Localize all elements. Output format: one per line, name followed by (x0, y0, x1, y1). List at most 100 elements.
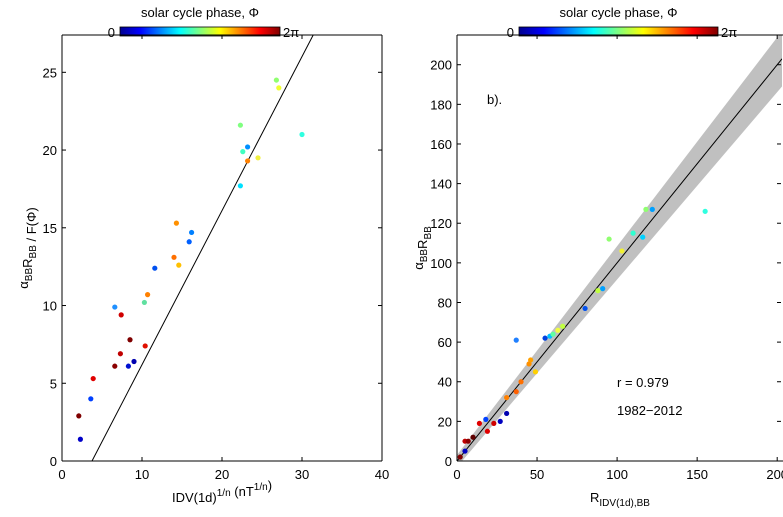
data-point (125, 363, 131, 369)
y-tick-label: 0 (50, 454, 57, 469)
y-tick-label: 120 (430, 216, 452, 231)
y-tick-label: 60 (438, 335, 452, 350)
data-point (640, 234, 646, 240)
annotation: 1982−2012 (617, 403, 682, 418)
data-point (173, 220, 179, 226)
label-part: α (411, 262, 426, 270)
data-point (504, 410, 510, 417)
x-tick-label: 50 (530, 467, 544, 482)
y-tick-label: 180 (430, 97, 452, 112)
y-tick-label: 0 (445, 454, 452, 469)
x-tick-label: 0 (453, 467, 460, 482)
label-part: / F(Φ) (24, 207, 39, 245)
label-part: R (20, 258, 35, 267)
data-point (518, 379, 524, 385)
y-tick-label: 40 (438, 375, 452, 390)
data-point (237, 122, 243, 128)
x-tick-label: 0 (58, 467, 65, 482)
colorbar (518, 26, 719, 37)
data-point (491, 420, 497, 426)
annotation: b). (487, 92, 502, 107)
data-point (273, 77, 279, 83)
data-point (483, 416, 489, 422)
y-axis-label: αBBRBB (411, 226, 434, 270)
data-point (532, 369, 539, 375)
data-point (649, 206, 655, 212)
fit-line (457, 58, 782, 461)
data-point (186, 239, 192, 245)
data-point (245, 158, 251, 164)
subscript: BB (28, 245, 39, 259)
x-axis-label: IDV(1d)1/n (nT1/n) (172, 478, 272, 505)
x-tick-label: 100 (606, 467, 628, 482)
data-point (526, 361, 532, 367)
data-point (90, 375, 96, 382)
data-point (582, 305, 588, 312)
data-point (550, 331, 556, 337)
label-part: R (590, 490, 599, 505)
data-point (171, 254, 177, 260)
plot-area (457, 35, 782, 461)
x-tick-label: 30 (295, 467, 309, 482)
y-tick-label: 15 (43, 221, 57, 236)
colorbar-max-label: 2π (283, 25, 299, 40)
plot-area (76, 35, 314, 461)
data-point (237, 183, 243, 189)
x-tick-label: 150 (686, 467, 708, 482)
data-point (245, 144, 251, 150)
data-point (560, 323, 566, 329)
superscript: 1/n (254, 482, 268, 493)
colorbar-max-label: 2π (721, 25, 737, 40)
fit-line (91, 35, 314, 461)
data-point (299, 131, 305, 138)
data-point (117, 351, 123, 357)
data-point (152, 265, 158, 271)
y-tick-label: 25 (43, 65, 57, 80)
label-part: R (415, 240, 430, 249)
x-tick-label: 200 (766, 467, 783, 482)
y-tick-label: 140 (430, 177, 452, 192)
data-point (484, 428, 491, 434)
data-point (118, 312, 124, 318)
y-tick-label: 5 (50, 376, 57, 391)
data-point (142, 343, 148, 349)
annotation: r = 0.979 (617, 375, 669, 390)
data-point (462, 448, 468, 454)
data-point (702, 208, 708, 214)
data-point (470, 434, 476, 440)
x-tick-label: 10 (135, 467, 149, 482)
data-point (643, 206, 649, 212)
data-point (176, 262, 182, 268)
data-point (465, 438, 471, 444)
colorbar-min-label: 0 (108, 25, 115, 40)
data-point (619, 248, 625, 254)
label-part: IDV(1d) (172, 490, 217, 505)
subscript: BB (419, 249, 430, 263)
y-tick-label: 20 (438, 414, 452, 429)
data-point (555, 327, 561, 333)
y-tick-label: 80 (438, 295, 452, 310)
data-point (606, 236, 612, 242)
y-tick-label: 200 (430, 58, 452, 73)
subscript: IDV(1d),BB (599, 498, 650, 509)
y-axis-label: αBBRBB / F(Φ) (16, 207, 39, 288)
colorbar-title: solar cycle phase, Φ (141, 5, 259, 20)
y-tick-label: 100 (430, 256, 452, 271)
y-tick-label: 160 (430, 137, 452, 152)
data-point (77, 436, 83, 442)
data-point (141, 299, 147, 306)
data-point (112, 304, 118, 310)
confidence-band (457, 35, 782, 461)
data-point (76, 413, 82, 419)
data-point (127, 337, 133, 343)
y-tick-label: 20 (43, 143, 57, 158)
data-point (630, 230, 636, 236)
data-point (457, 454, 463, 460)
data-point (595, 288, 601, 294)
data-point (497, 418, 503, 424)
y-tick-label: 10 (43, 299, 57, 314)
label-part: ) (268, 478, 272, 493)
x-axis-label: RIDV(1d),BB (590, 490, 650, 509)
data-point (189, 229, 195, 236)
